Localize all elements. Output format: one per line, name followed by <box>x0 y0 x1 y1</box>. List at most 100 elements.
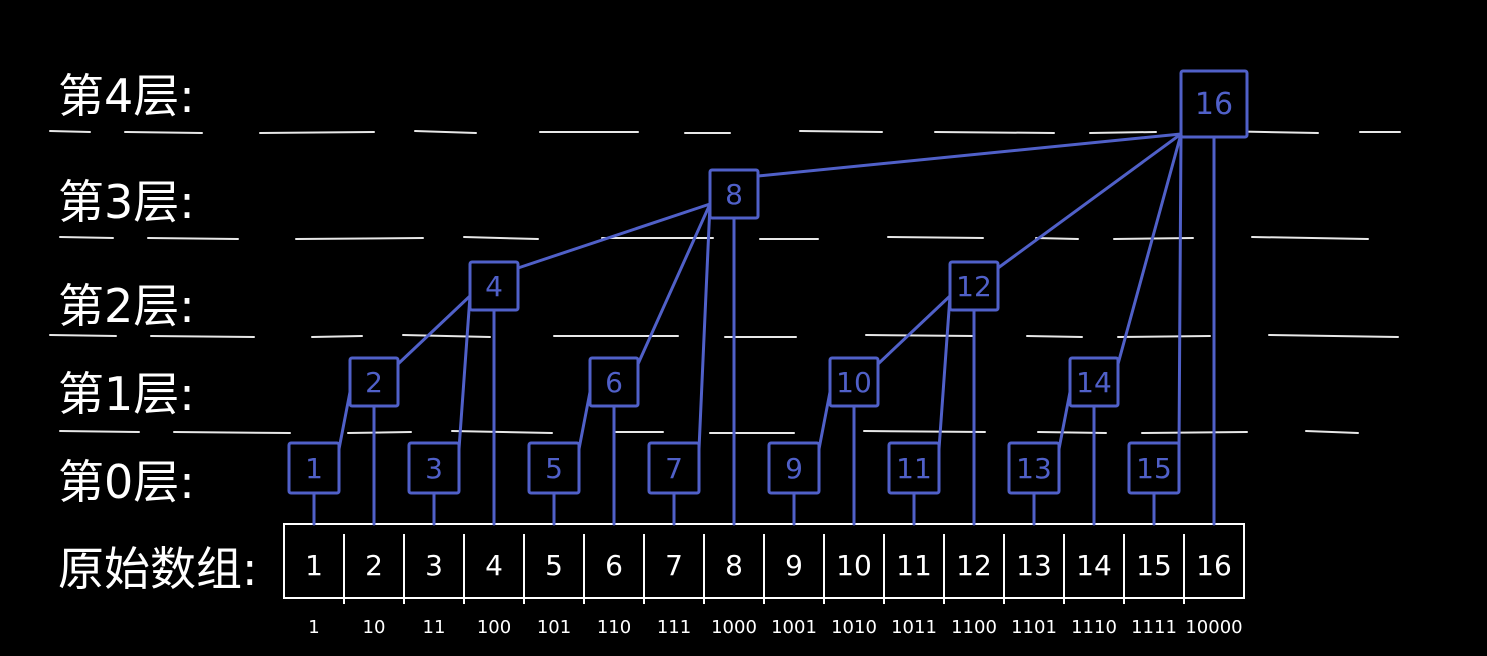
tree-node-label: 2 <box>365 366 383 399</box>
binary-index-label: 1 <box>308 617 319 638</box>
level-label-2: 第2层: <box>58 279 195 333</box>
separator-dash <box>451 430 553 434</box>
binary-index-label: 1100 <box>951 617 997 638</box>
separator-dash <box>347 431 412 434</box>
tree-node-label: 15 <box>1136 452 1172 485</box>
tree-edge <box>1057 390 1072 451</box>
array-cell-value: 11 <box>896 549 932 582</box>
tree-node-label: 9 <box>785 452 803 485</box>
separator-dash <box>1117 335 1211 338</box>
tree-edge <box>817 390 832 451</box>
array-cell-value: 16 <box>1196 549 1232 582</box>
separator-dash <box>1141 431 1248 434</box>
array-cell-value: 15 <box>1136 549 1172 582</box>
tree-node-box <box>647 441 701 495</box>
separator-dash <box>1251 236 1369 240</box>
array-cell-value: 13 <box>1016 549 1052 582</box>
tree-node-label: 7 <box>665 452 683 485</box>
tree-node-label: 14 <box>1076 366 1112 399</box>
separator-dash <box>463 236 539 240</box>
separator-dash <box>414 130 477 134</box>
tree-edge <box>636 202 712 366</box>
tree-node-label: 6 <box>605 366 623 399</box>
array-cell-value: 14 <box>1076 549 1112 582</box>
separator-dash <box>863 430 986 433</box>
separator-dash <box>1037 431 1107 434</box>
binary-index-label: 1011 <box>891 617 937 638</box>
tree-node-label: 12 <box>956 270 992 303</box>
separator-dash <box>124 131 203 134</box>
tree-node-box <box>708 168 760 220</box>
tree-edge <box>1116 132 1183 366</box>
tree-edge <box>697 202 712 451</box>
binary-index-label: 110 <box>597 617 631 638</box>
tree-node-label: 13 <box>1016 452 1052 485</box>
separator-dash <box>59 430 140 433</box>
separator-dash <box>173 431 291 434</box>
tree-edge <box>756 132 1183 178</box>
level-label-3: 第3层: <box>58 175 195 229</box>
binary-index-label: 1010 <box>831 617 877 638</box>
separator-dash <box>1035 237 1079 240</box>
separator-dash <box>1089 131 1157 134</box>
tree-node-box <box>767 441 821 495</box>
array-cell-value: 9 <box>785 549 803 582</box>
level-label-1: 第1层: <box>58 367 195 421</box>
binary-index-row: 1 10 11 100 101 110 111 1000 1001 1010 1011 1100 110… <box>308 617 1242 638</box>
array-cell-value: 2 <box>365 549 383 582</box>
tree-node-box <box>527 441 581 495</box>
binary-index-label: 10 <box>363 617 386 638</box>
binary-index-label: 1110 <box>1071 617 1117 638</box>
tree-edge <box>876 294 952 366</box>
tree-edge <box>996 132 1183 270</box>
tree-node-box <box>588 356 640 408</box>
separator-dash <box>59 236 114 239</box>
original-array: 1 2 3 4 5 6 7 8 9 10 11 12 13 14 15 16 <box>283 523 1245 604</box>
separator-dash <box>259 131 375 134</box>
separator-dash <box>49 130 91 133</box>
tree-edge <box>396 294 472 366</box>
tree-node-box <box>287 441 341 495</box>
separator-dash <box>1268 334 1399 338</box>
separator-dash <box>1305 430 1359 434</box>
tree-node-box <box>948 260 1000 312</box>
tree-node-label: 3 <box>425 452 443 485</box>
tree-node-box <box>348 356 400 408</box>
tree-node-label: 16 <box>1195 87 1233 122</box>
separator-dash <box>49 334 117 337</box>
tree-edge <box>1177 132 1183 451</box>
tree-node-box <box>407 441 461 495</box>
array-cell-value: 1 <box>305 549 323 582</box>
array-cell-value: 12 <box>956 549 992 582</box>
separator-dash <box>799 130 883 133</box>
tree-node-box <box>887 441 941 495</box>
tree-node-box <box>1127 441 1181 495</box>
separator-dash <box>295 237 424 240</box>
array-cell-value: 5 <box>545 549 563 582</box>
separator-dash <box>402 334 491 338</box>
tree-node-label: 10 <box>836 366 872 399</box>
separator-dash <box>887 236 984 239</box>
tree-edge <box>577 390 592 451</box>
tree-node-box <box>468 260 520 312</box>
binary-index-label: 11 <box>423 617 446 638</box>
tree-node-label: 5 <box>545 452 563 485</box>
separator-dash <box>1026 335 1083 338</box>
separator-dash <box>150 335 255 338</box>
tree-node-label: 1 <box>305 452 323 485</box>
binary-index-label: 1101 <box>1011 617 1057 638</box>
array-cell-value: 6 <box>605 549 623 582</box>
array-cell-value: 4 <box>485 549 503 582</box>
tree-node-box <box>828 356 880 408</box>
binary-index-label: 1111 <box>1131 617 1177 638</box>
tree-node-label: 4 <box>485 270 503 303</box>
separator-dash <box>311 335 363 338</box>
level-label-4: 第4层: <box>58 69 195 123</box>
binary-index-label: 100 <box>477 617 511 638</box>
level-label-0: 第0层: <box>58 455 195 509</box>
tree-node-label: 8 <box>725 178 743 211</box>
binary-index-label: 10000 <box>1185 617 1242 638</box>
tree-node-label: 11 <box>896 452 932 485</box>
